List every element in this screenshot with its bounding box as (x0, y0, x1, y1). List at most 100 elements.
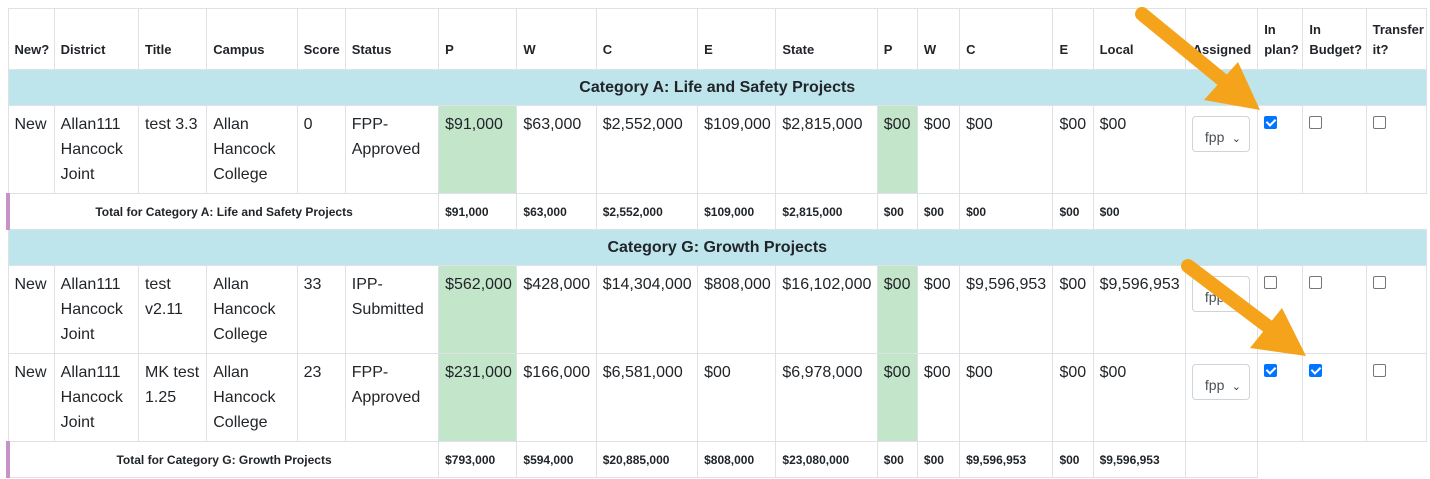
total-local-p: $00 (876, 193, 918, 230)
cell-state-w: $428,000 (516, 265, 597, 354)
total-label: Total for Category G: Growth Projects (6, 441, 440, 478)
total-state-w: $63,000 (516, 193, 597, 230)
total-local-w: $00 (916, 441, 961, 478)
transfer-checkbox[interactable] (1372, 276, 1386, 289)
in-budget-checkbox[interactable] (1309, 276, 1323, 289)
cell-state-e: $00 (697, 353, 777, 442)
cell-score: 0 (296, 105, 346, 194)
col-header-status: Status (344, 8, 440, 70)
col-header-district: District (53, 8, 139, 70)
cell-district: Allan111 Hancock Joint (53, 265, 139, 354)
total-label: Total for Category A: Life and Safety Pr… (6, 193, 440, 230)
col-header-local-c: C (959, 8, 1054, 70)
cell-local-w: $00 (916, 353, 961, 442)
cell-assigned: fpp ⌄ (1184, 105, 1259, 194)
cell-transfer (1365, 265, 1428, 354)
cell-local-p: $00 (876, 105, 918, 194)
cell-status: FPP-Approved (344, 353, 440, 442)
transfer-checkbox[interactable] (1372, 116, 1386, 129)
cell-state-p: $231,000 (438, 353, 518, 442)
cell-in-budget (1302, 105, 1367, 194)
cell-state-total: $2,815,000 (775, 105, 878, 194)
arrow-icon (1135, 7, 1260, 110)
in-budget-checkbox[interactable] (1309, 364, 1323, 377)
total-local-total: $00 (1092, 193, 1186, 230)
cell-status: IPP-Submitted (344, 265, 440, 354)
col-header-local-e: E (1052, 8, 1094, 70)
assigned-select-value: fpp (1204, 129, 1225, 145)
col-header-score: Score (296, 8, 346, 70)
cell-in-plan (1257, 353, 1304, 442)
cell-state-p: $91,000 (438, 105, 518, 194)
cell-district: Allan111 Hancock Joint (53, 353, 139, 442)
assigned-select[interactable]: fpp ⌄ (1191, 364, 1250, 400)
col-header-transfer: Transfer it? (1365, 8, 1428, 70)
in-plan-checkbox[interactable] (1264, 276, 1278, 289)
cell-state-e: $808,000 (697, 265, 777, 354)
col-header-title: Title (137, 8, 208, 70)
col-header-state-p: P (438, 8, 518, 70)
total-state-c: $20,885,000 (595, 441, 699, 478)
cell-title: test 3.3 (137, 105, 208, 194)
table-row: New Allan111 Hancock Joint MK test 1.25 … (7, 353, 1428, 442)
cell-title: MK test 1.25 (137, 353, 208, 442)
assigned-select-value: fpp (1204, 377, 1225, 393)
cell-state-e: $109,000 (697, 105, 777, 194)
col-header-state-e: E (697, 8, 777, 70)
col-header-state-total: State (775, 8, 878, 70)
total-local-w: $00 (916, 193, 961, 230)
cell-state-w: $63,000 (516, 105, 597, 194)
total-state-total: $2,815,000 (775, 193, 878, 230)
transfer-checkbox[interactable] (1372, 364, 1386, 377)
in-plan-checkbox[interactable] (1264, 364, 1278, 377)
total-row: Total for Category A: Life and Safety Pr… (6, 193, 1427, 230)
cell-score: 33 (296, 265, 346, 354)
cell-in-plan (1257, 105, 1304, 194)
cell-title: test v2.11 (137, 265, 208, 354)
total-assigned-blank (1184, 441, 1259, 478)
cell-local-c: $00 (959, 105, 1054, 194)
cell-local-w: $00 (916, 105, 961, 194)
assigned-select[interactable]: fpp ⌄ (1191, 116, 1250, 152)
cell-local-e: $00 (1052, 353, 1094, 442)
total-state-total: $23,080,000 (775, 441, 878, 478)
cell-state-total: $16,102,000 (775, 265, 878, 354)
cell-local-c: $00 (959, 353, 1054, 442)
cell-new: New (7, 265, 55, 354)
total-local-p: $00 (876, 441, 918, 478)
cell-new: New (7, 353, 55, 442)
cell-score: 23 (296, 353, 346, 442)
col-header-state-c: C (595, 8, 699, 70)
category-title: Category A: Life and Safety Projects (7, 69, 1427, 106)
cell-district: Allan111 Hancock Joint (53, 105, 139, 194)
total-local-total: $9,596,953 (1092, 441, 1186, 478)
cell-local-w: $00 (916, 265, 961, 354)
total-local-e: $00 (1052, 441, 1094, 478)
cell-status: FPP-Approved (344, 105, 440, 194)
cell-state-c: $14,304,000 (595, 265, 699, 354)
total-assigned-blank (1184, 193, 1259, 230)
cell-campus: Allan Hancock College (206, 265, 298, 354)
cell-local-e: $00 (1052, 105, 1094, 194)
total-state-e: $808,000 (697, 441, 777, 478)
in-budget-checkbox[interactable] (1309, 116, 1323, 129)
cell-local-c: $9,596,953 (959, 265, 1054, 354)
col-header-local-w: W (916, 8, 961, 70)
in-plan-checkbox[interactable] (1264, 116, 1278, 129)
cell-in-budget (1302, 265, 1367, 354)
cell-transfer (1365, 105, 1428, 194)
chevron-down-icon: ⌄ (1231, 381, 1241, 393)
cell-state-c: $6,581,000 (595, 353, 699, 442)
total-state-p: $91,000 (438, 193, 518, 230)
arrow-icon (1181, 259, 1306, 356)
cell-state-c: $2,552,000 (595, 105, 699, 194)
col-header-in-budget: In Budget? (1302, 8, 1367, 70)
col-header-local-p: P (876, 8, 918, 70)
cell-local-total: $9,596,953 (1092, 265, 1186, 354)
total-state-w: $594,000 (516, 441, 597, 478)
cell-transfer (1365, 353, 1428, 442)
total-blank (1257, 193, 1427, 230)
total-local-c: $00 (959, 193, 1054, 230)
total-state-e: $109,000 (697, 193, 777, 230)
category-row: Category A: Life and Safety Projects (7, 69, 1427, 106)
